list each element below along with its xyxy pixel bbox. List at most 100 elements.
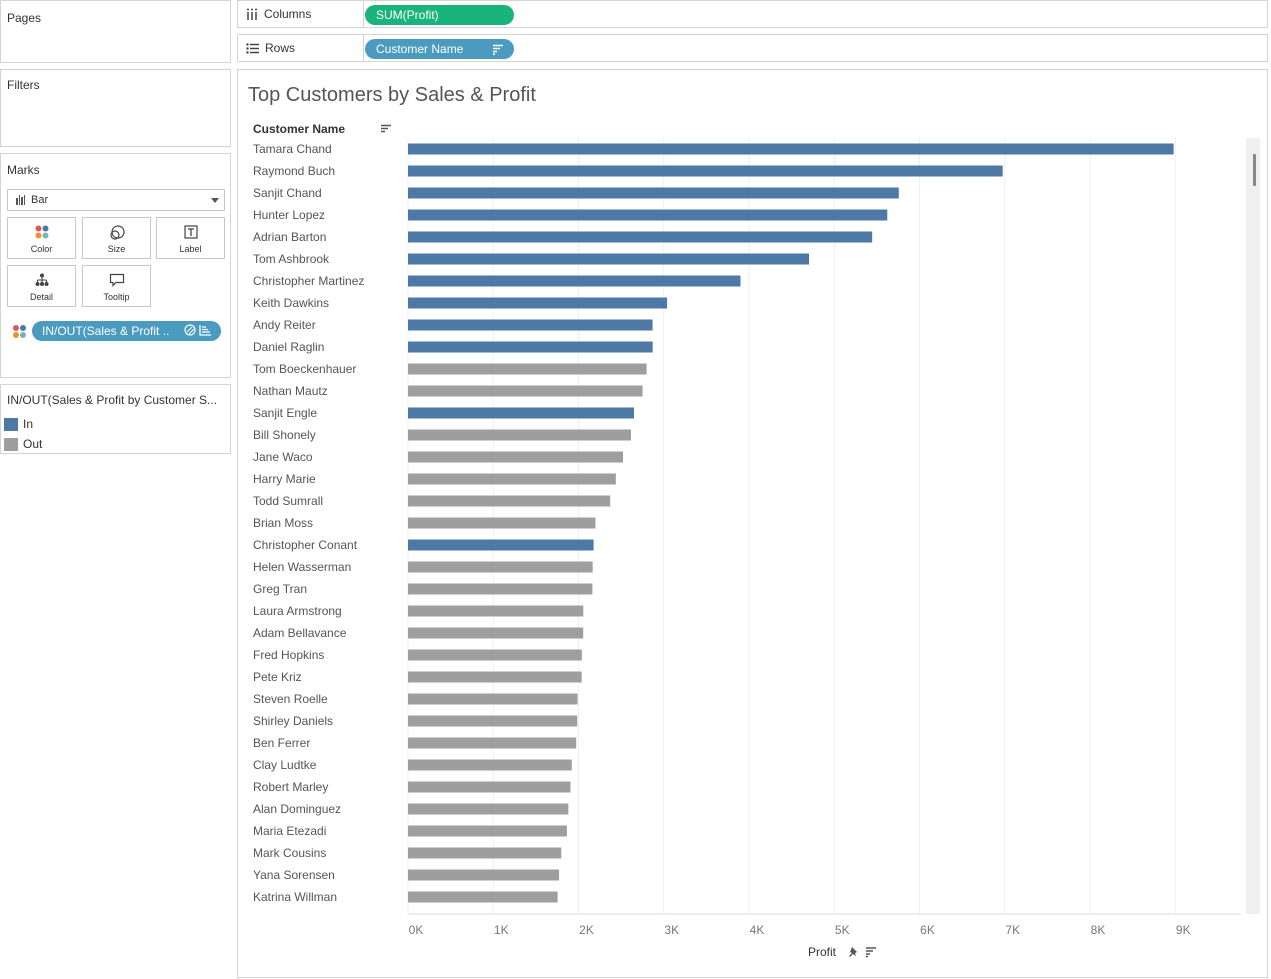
bar[interactable] — [408, 341, 653, 353]
bar[interactable] — [408, 187, 899, 199]
row-label[interactable]: Alan Dominguez — [253, 802, 341, 816]
bar[interactable] — [408, 165, 1003, 177]
bar[interactable] — [408, 891, 558, 903]
bar[interactable] — [408, 231, 873, 243]
bar[interactable] — [408, 759, 572, 771]
row-label[interactable]: Raymond Buch — [253, 164, 335, 178]
label-text-icon — [183, 225, 198, 239]
row-label[interactable]: Mark Cousins — [253, 846, 326, 860]
bar[interactable] — [408, 363, 647, 375]
legend-item-out[interactable]: Out — [4, 437, 42, 451]
legend-item-in[interactable]: In — [4, 417, 33, 431]
bar[interactable] — [408, 605, 584, 617]
row-label[interactable]: Adam Bellavance — [253, 626, 347, 640]
row-label[interactable]: Tom Ashbrook — [253, 252, 330, 266]
sort-icon — [493, 44, 503, 55]
row-label[interactable]: Tamara Chand — [253, 142, 332, 156]
bar[interactable] — [408, 715, 578, 727]
bar[interactable] — [408, 429, 632, 441]
filters-panel[interactable]: Filters — [0, 69, 231, 147]
bar[interactable] — [408, 209, 888, 221]
rows-shelf[interactable]: Rows Customer Name — [237, 34, 1268, 62]
bar[interactable] — [408, 473, 616, 485]
bar-chart: Tamara Chand Raymond Buch Sanjit Chand Hunt… — [253, 138, 1241, 937]
sort-descending-icon — [199, 325, 211, 336]
columns-shelf[interactable]: Columns SUM(Profit) — [237, 0, 1268, 28]
bar[interactable] — [408, 253, 810, 265]
row-label[interactable]: Tom Boeckenhauer — [253, 362, 356, 376]
bar[interactable] — [408, 781, 571, 793]
bar[interactable] — [408, 407, 634, 419]
mark-type-dropdown[interactable]: Bar — [7, 189, 225, 211]
row-label[interactable]: Laura Armstrong — [253, 604, 342, 618]
bar[interactable] — [408, 803, 569, 815]
row-label[interactable]: Ben Ferrer — [253, 736, 310, 750]
row-label[interactable]: Christopher Conant — [253, 538, 358, 552]
axis-pin-sort-icons[interactable] — [848, 946, 878, 958]
bar[interactable] — [408, 869, 560, 881]
label-card-label: Label — [179, 244, 202, 254]
row-label[interactable]: Greg Tran — [253, 582, 307, 596]
bar[interactable] — [408, 143, 1174, 155]
row-label[interactable]: Andy Reiter — [253, 318, 316, 332]
row-label[interactable]: Sanjit Engle — [253, 406, 317, 420]
row-label[interactable]: Robert Marley — [253, 780, 328, 794]
row-label[interactable]: Brian Moss — [253, 516, 313, 530]
color-field-pill[interactable]: IN/OUT(Sales & Profit .. — [32, 321, 221, 341]
sort-icon[interactable] — [380, 124, 392, 135]
row-label[interactable]: Pete Kriz — [253, 670, 302, 684]
row-label[interactable]: Yana Sorensen — [253, 868, 335, 882]
bar[interactable] — [408, 583, 593, 595]
row-label[interactable]: Nathan Mautz — [253, 384, 328, 398]
row-label[interactable]: Katrina Willman — [253, 890, 337, 904]
sum-profit-pill[interactable]: SUM(Profit) — [365, 5, 514, 25]
size-card[interactable]: Size — [82, 217, 151, 259]
bar[interactable] — [408, 671, 582, 683]
row-label[interactable]: Christopher Martinez — [253, 274, 364, 288]
bar[interactable] — [408, 297, 668, 309]
bar[interactable] — [408, 517, 596, 529]
x-tick-label: 6K — [920, 923, 935, 937]
pages-panel[interactable]: Pages — [0, 0, 231, 63]
row-label[interactable]: Sanjit Chand — [253, 186, 322, 200]
row-label[interactable]: Clay Ludtke — [253, 758, 317, 772]
bar[interactable] — [408, 275, 741, 287]
row-label[interactable]: Jane Waco — [253, 450, 313, 464]
bar[interactable] — [408, 627, 584, 639]
vertical-scrollbar[interactable] — [1246, 138, 1260, 914]
row-label[interactable]: Helen Wasserman — [253, 560, 351, 574]
row-label[interactable]: Harry Marie — [253, 472, 316, 486]
scrollbar-thumb[interactable] — [1253, 154, 1256, 186]
row-label[interactable]: Bill Shonely — [253, 428, 316, 442]
tooltip-card-label: Tooltip — [103, 292, 130, 302]
row-label[interactable]: Fred Hopkins — [253, 648, 324, 662]
label-card[interactable]: Label — [156, 217, 225, 259]
bar[interactable] — [408, 451, 624, 463]
bar[interactable] — [408, 825, 567, 837]
color-card[interactable]: Color — [7, 217, 76, 259]
tooltip-card[interactable]: Tooltip — [82, 265, 151, 307]
bar[interactable] — [408, 649, 582, 661]
bar[interactable] — [408, 319, 653, 331]
chart-view[interactable]: Tamara Chand Raymond Buch Sanjit Chand Hunt… — [237, 69, 1268, 978]
row-header-title[interactable]: Customer Name — [253, 122, 346, 136]
customer-name-pill[interactable]: Customer Name — [365, 39, 514, 59]
row-label[interactable]: Shirley Daniels — [253, 714, 333, 728]
detail-card[interactable]: Detail — [7, 265, 76, 307]
row-label[interactable]: Daniel Raglin — [253, 340, 324, 354]
row-label[interactable]: Hunter Lopez — [253, 208, 325, 222]
x-axis-title: Profit — [808, 945, 837, 959]
row-label[interactable]: Maria Etezadi — [253, 824, 326, 838]
bar[interactable] — [408, 561, 593, 573]
bar[interactable] — [408, 693, 578, 705]
row-label[interactable]: Adrian Barton — [253, 230, 326, 244]
row-label[interactable]: Steven Roelle — [253, 692, 328, 706]
bar[interactable] — [408, 539, 594, 551]
row-label[interactable]: Keith Dawkins — [253, 296, 329, 310]
bar[interactable] — [408, 847, 562, 859]
bar[interactable] — [408, 495, 611, 507]
row-label[interactable]: Todd Sumrall — [253, 494, 323, 508]
x-tick-label: 3K — [664, 923, 679, 937]
bar[interactable] — [408, 737, 577, 749]
bar[interactable] — [408, 385, 643, 397]
